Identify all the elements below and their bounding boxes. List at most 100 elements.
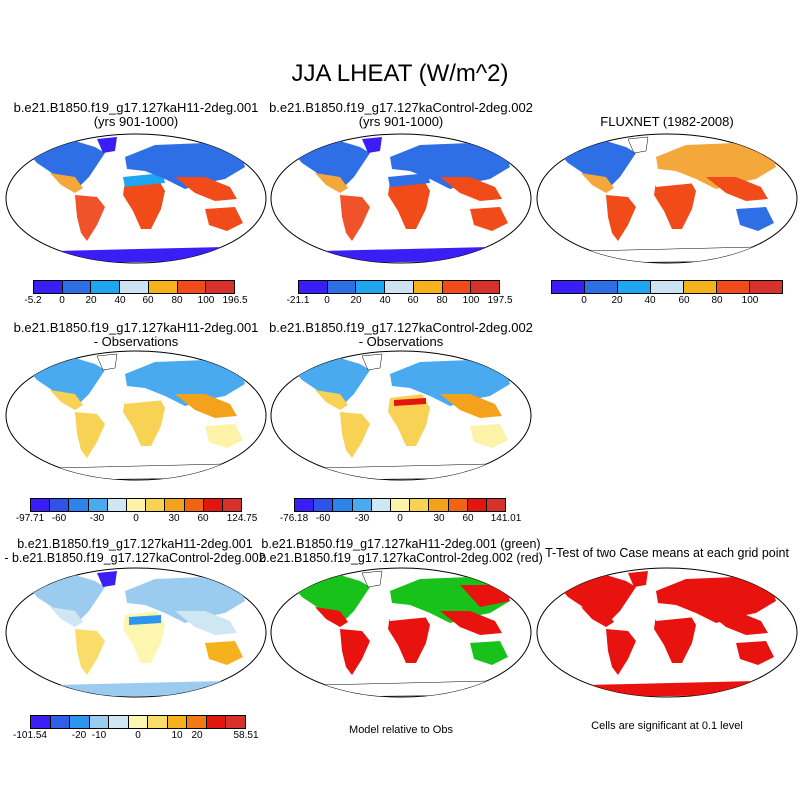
colorbar-h11-minus-obs: [30, 498, 242, 512]
landmass-eurasia: [125, 360, 245, 406]
map-significance-comparison: [270, 567, 532, 698]
landmass-north-america-south: [50, 390, 83, 410]
landmass-south-asia: [440, 611, 502, 635]
landmass-greenland: [361, 570, 383, 588]
panel-title-control-absolute: b.e21.B1850.f19_g17.127kaControl-2deg.00…: [268, 101, 534, 129]
landmass-north-america-south: [315, 607, 348, 627]
landmass-australia: [736, 207, 774, 231]
panel-title-line1: b.e21.B1850.f19_g17.127kaControl-2deg.00…: [269, 100, 533, 115]
colorbar-label: -10: [91, 730, 107, 741]
colorbar-label: 40: [114, 295, 126, 306]
colorbar-label: 141.01: [490, 513, 522, 524]
landmass-africa: [388, 177, 430, 229]
landmass-north-america: [30, 575, 105, 625]
colorbar-label: -60: [51, 513, 67, 524]
colorbar-label: 20: [350, 295, 362, 306]
colorbar-label: 0: [324, 295, 330, 306]
colorbar-label: 60: [407, 295, 419, 306]
colorbar-label: 20: [611, 295, 623, 306]
landmass-australia: [205, 207, 243, 231]
landmass-south-asia: [706, 177, 768, 201]
landmass-africa-north: [654, 173, 696, 187]
map-control-absolute: [270, 133, 532, 264]
colorbar-label: 0: [133, 513, 139, 524]
colorbar-label: 30: [433, 513, 445, 524]
panel-title-line1: b.e21.B1850.f19_g17.127kaH11-2deg.001: [13, 100, 259, 115]
map-fluxnet: [536, 133, 798, 264]
colorbar-label: 40: [644, 295, 656, 306]
map-h11-absolute: [5, 133, 267, 264]
panel-title-line2: (yrs 901-1000): [93, 114, 179, 129]
landmass-south-america: [75, 412, 105, 458]
landmass-eurasia-east: [460, 585, 510, 607]
panel-title-line2: b.e21.B1850.f19_g17.127kaControl-2deg.00…: [259, 551, 543, 565]
landmass-south-america: [340, 629, 370, 675]
landmass-africa-north: [388, 607, 430, 621]
landmass-north-america-south: [581, 607, 614, 627]
panel-title-line1: T-Test of two Case means at each grid po…: [545, 546, 789, 560]
colorbar-control-absolute: [298, 280, 500, 294]
landmass-greenland: [361, 353, 383, 371]
landmass-north-america: [561, 141, 636, 191]
landmass-eurasia: [390, 143, 510, 189]
landmass-africa: [388, 394, 430, 446]
panel-title-line1: FLUXNET (1982-2008): [600, 114, 734, 129]
landmass-north-america-south: [50, 173, 83, 193]
landmass-australia: [205, 424, 243, 448]
panel-title-control-minus-obs: b.e21.B1850.f19_g17.127kaControl-2deg.00…: [268, 321, 534, 349]
landmass-north-america-south: [315, 173, 348, 193]
landmass-africa: [388, 611, 430, 663]
landmass-africa-north: [654, 607, 696, 621]
landmass-eurasia: [125, 143, 245, 189]
landmass-australia: [470, 424, 508, 448]
landmass-africa: [123, 177, 165, 229]
landmass-africa-north: [388, 173, 430, 187]
colorbar-control-minus-obs: [294, 498, 506, 512]
landmass-north-america: [561, 575, 636, 625]
panel-title-h11-minus-obs: b.e21.B1850.f19_g17.127kaH11-2deg.001 - …: [3, 321, 269, 349]
map-h11-minus-control: [5, 567, 267, 698]
landmass-north-america: [30, 358, 105, 408]
colorbar-label: 100: [741, 295, 759, 306]
landmass-africa-north: [123, 390, 165, 404]
landmass-north-america-south: [581, 173, 614, 193]
landmass-south-asia: [175, 394, 237, 418]
landmass-eurasia: [390, 360, 510, 406]
landmass-north-america: [295, 141, 370, 191]
landmass-africa-north: [123, 173, 165, 187]
panel-title-significance-comparison: b.e21.B1850.f19_g17.127kaH11-2deg.001 (g…: [252, 537, 550, 565]
panel-title-line1: b.e21.B1850.f19_g17.127kaControl-2deg.00…: [269, 320, 533, 335]
landmass-south-america: [340, 412, 370, 458]
colorbar-label: 0: [581, 295, 587, 306]
landmass-south-asia: [440, 394, 502, 418]
landmass-greenland: [628, 571, 648, 587]
landmass-north-america-south: [50, 607, 83, 627]
colorbar-label: 124.75: [226, 513, 258, 524]
landmass-australia: [470, 207, 508, 231]
map-control-minus-obs: [270, 350, 532, 481]
colorbar-h11-absolute: [33, 280, 235, 294]
note-model-relative: Model relative to Obs: [349, 724, 453, 736]
panel-title-line2: (yrs 901-1000): [358, 114, 444, 129]
map-h11-minus-obs: [5, 350, 267, 481]
landmass-south-america: [75, 195, 105, 241]
landmass-north-america: [30, 141, 105, 191]
panel-title-h11-minus-control: b.e21.B1850.f19_g17.127kaH11-2deg.001 - …: [0, 537, 270, 565]
landmass-africa-sahel: [129, 615, 161, 625]
colorbar-fluxnet: [551, 280, 783, 294]
colorbar-label: -60: [315, 513, 331, 524]
landmass-south-america: [340, 195, 370, 241]
colorbar-label: 100: [197, 295, 215, 306]
colorbar-label: 0: [397, 513, 403, 524]
colorbar-label: -97.71: [15, 513, 45, 524]
colorbar-label: 20: [85, 295, 97, 306]
colorbar-label: -30: [354, 513, 370, 524]
landmass-australia: [205, 641, 243, 665]
colorbar-label: 80: [436, 295, 448, 306]
landmass-africa: [654, 611, 696, 663]
colorbar-label: -21.1: [286, 295, 310, 306]
landmass-greenland: [96, 353, 118, 371]
landmass-eurasia: [656, 143, 776, 189]
map-t-test: [536, 567, 798, 698]
colorbar-label: 30: [168, 513, 180, 524]
